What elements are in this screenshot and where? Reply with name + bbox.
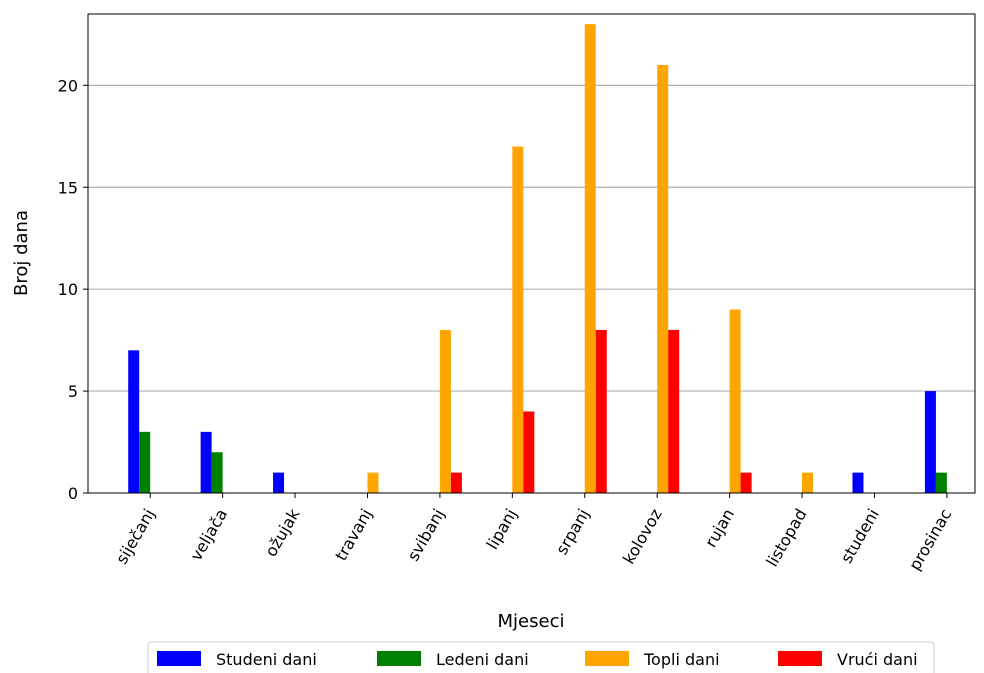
x-tick-label: veljača bbox=[186, 506, 231, 565]
legend-label: Vrući dani bbox=[837, 650, 918, 669]
bar bbox=[935, 472, 947, 493]
x-tick-label: listopad bbox=[762, 506, 810, 570]
legend-swatch bbox=[585, 651, 629, 666]
legend-label: Topli dani bbox=[643, 650, 720, 669]
x-axis-ticks: siječanj veljača ožujak travanj svibanj lipan… bbox=[112, 493, 955, 574]
x-tick-label: rujan bbox=[701, 506, 738, 551]
bar bbox=[211, 452, 223, 493]
bar bbox=[657, 64, 669, 493]
bar bbox=[729, 309, 741, 493]
x-tick-label: srpanj bbox=[552, 506, 593, 558]
y-tick-label: 0 bbox=[68, 484, 78, 503]
bar bbox=[802, 472, 814, 493]
x-axis-label: Mjeseci bbox=[498, 611, 565, 632]
y-tick-label: 5 bbox=[68, 382, 78, 401]
x-tick-label: kolovoz bbox=[619, 506, 666, 568]
bar bbox=[852, 472, 864, 493]
bar bbox=[367, 472, 379, 493]
legend-label: Ledeni dani bbox=[436, 650, 529, 669]
legend-swatch bbox=[377, 651, 421, 666]
plot-frame bbox=[87, 13, 976, 494]
legend-label: Studeni dani bbox=[216, 650, 317, 669]
y-tick-label: 20 bbox=[58, 76, 78, 95]
y-axis-ticks: 0 5 10 15 20 bbox=[58, 76, 88, 503]
grid-lines bbox=[88, 84, 975, 392]
bar bbox=[668, 329, 680, 493]
x-tick-label: lipanj bbox=[483, 506, 521, 553]
bar bbox=[924, 391, 936, 493]
x-tick-label: svibanj bbox=[404, 506, 449, 565]
x-tick-label: prosinac bbox=[905, 506, 955, 574]
bar bbox=[439, 329, 451, 493]
bar bbox=[740, 472, 752, 493]
bars bbox=[128, 24, 947, 493]
bar bbox=[128, 350, 140, 493]
bar bbox=[139, 431, 151, 493]
y-tick-label: 15 bbox=[58, 178, 78, 197]
x-tick-label: ožujak bbox=[261, 505, 304, 560]
bar bbox=[523, 411, 535, 493]
y-axis-label: Broj dana bbox=[11, 210, 32, 296]
x-tick-label: studeni bbox=[837, 506, 883, 567]
legend: Studeni dani Ledeni dani Topli dani Vrući d… bbox=[147, 641, 935, 673]
bar bbox=[273, 472, 285, 493]
bar bbox=[512, 146, 524, 493]
legend-swatch bbox=[157, 651, 201, 666]
bar bbox=[450, 472, 462, 493]
y-tick-label: 10 bbox=[58, 280, 78, 299]
legend-swatch bbox=[778, 651, 822, 666]
bar bbox=[595, 329, 607, 493]
bar bbox=[200, 431, 212, 493]
x-tick-label: siječanj bbox=[112, 506, 159, 568]
bar bbox=[584, 24, 596, 493]
legend-box bbox=[147, 641, 935, 673]
x-tick-label: travanj bbox=[331, 506, 376, 564]
